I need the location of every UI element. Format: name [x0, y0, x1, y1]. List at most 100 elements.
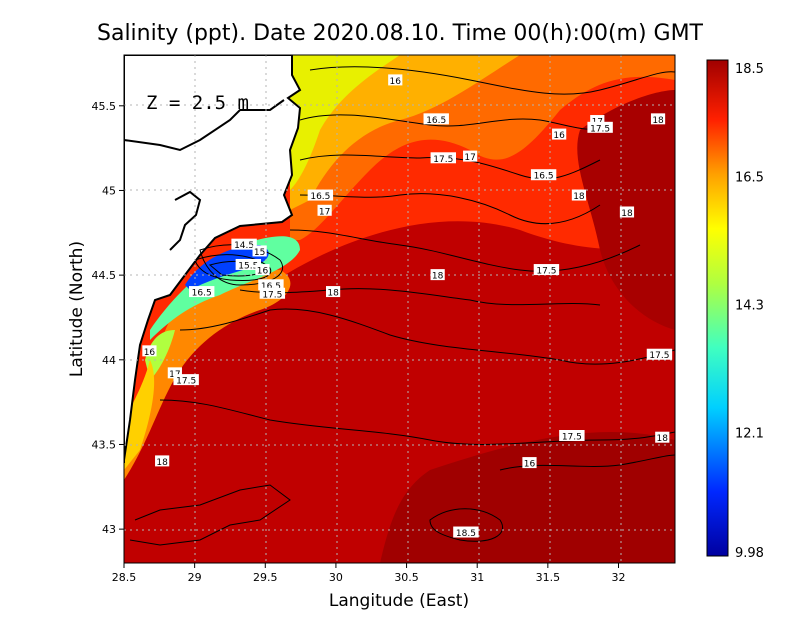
contour-label-box: [655, 431, 670, 443]
x-tick-label: 28.5: [112, 571, 137, 584]
contour-label: 17: [319, 207, 330, 217]
contour-label: 18: [573, 192, 585, 202]
contour-label: 16: [553, 131, 565, 141]
contour-label-box: [167, 367, 182, 379]
map-title: Salinity (ppt). Date 2020.08.10. Time 00…: [97, 21, 704, 46]
x-tick-label: 29: [188, 571, 202, 584]
plume-blue: [185, 245, 269, 290]
contour-label: 17.5: [262, 290, 282, 300]
contour-label-box: [255, 264, 270, 276]
contour-label-box: [258, 279, 284, 291]
contour-label-box: [430, 269, 445, 281]
contour-label: 18: [156, 458, 168, 468]
x-tick-label: 32: [611, 571, 625, 584]
contour-label: 16: [257, 267, 269, 277]
contour-label-box: [307, 189, 334, 201]
colorbar-tick-label: 16.5: [735, 170, 764, 185]
contour-label-box: [590, 115, 605, 127]
contour-label-box: [259, 287, 286, 299]
contour-label-box: [463, 150, 478, 162]
contour-label-box: [619, 206, 635, 218]
y-tick-label: 44: [102, 354, 116, 367]
land-mass: [124, 55, 302, 463]
contour-label-box: [533, 264, 560, 276]
y-axis-ticks: 43 43.5 44 44.5 45 45.5: [92, 100, 124, 536]
contour-label-box: [453, 526, 479, 538]
y-tick-label: 44.5: [92, 269, 117, 282]
contour-label-box: [552, 128, 567, 140]
contour-label: 16: [390, 77, 402, 87]
contour-label: 18: [652, 116, 664, 126]
contour-label: 17.5: [649, 351, 669, 361]
x-axis-ticks: 28.5 29 29.5 30 30.5 31 31.5 32: [112, 563, 625, 584]
lowest-salinity-north: [290, 55, 400, 190]
contour-label-box: [142, 345, 157, 357]
colorbar: [706, 59, 729, 557]
contour-label-box: [252, 245, 267, 257]
contour-label-box: [173, 374, 199, 386]
contour-label: 18: [621, 209, 633, 219]
contour-labels: 1616.5161717.51817.51716.5181816.51714.5…: [142, 74, 673, 539]
x-tick-label: 31.5: [536, 571, 561, 584]
plot-area: 1616.5161717.51817.51716.5181816.51714.5…: [124, 55, 675, 563]
contour-label-box: [646, 348, 673, 360]
y-tick-label: 45: [102, 184, 116, 197]
y-tick-label: 43.5: [92, 438, 117, 451]
plot-frame: [123, 54, 676, 564]
contour-label-box: [235, 258, 262, 270]
contour-label: 18.5: [456, 529, 476, 539]
contour-label-box: [650, 113, 666, 125]
contour-label: 16: [524, 460, 536, 470]
contour-label: 18: [657, 434, 669, 444]
contour-label: 16.5: [426, 116, 446, 126]
x-tick-label: 29.5: [253, 571, 278, 584]
plume-yellow: [124, 360, 155, 470]
colorbar-tick-label: 18.5: [735, 62, 764, 77]
contour-label: 15: [254, 248, 265, 258]
contour-label-box: [430, 152, 456, 164]
contour-label: 17: [464, 153, 475, 163]
contour-label-box: [530, 169, 557, 181]
colorbar-tick-label: 9.98: [735, 546, 764, 561]
colorbar-tick-label: 12.1: [735, 427, 764, 442]
contour-south: [129, 484, 291, 546]
contour-label-box: [325, 286, 341, 298]
y-tick-label: 43: [102, 523, 116, 536]
contour-label: 17.5: [536, 267, 556, 277]
contour-label: 15.5: [238, 261, 258, 271]
contour-label: 17.5: [590, 124, 610, 134]
contour-label-box: [388, 74, 403, 86]
contour-label: 16: [144, 348, 156, 358]
contour-label-box: [587, 121, 613, 133]
colorbar-ticks: 18.5 16.5 14.3 12.1 9.98: [735, 62, 764, 561]
contour-label-box: [522, 457, 537, 469]
lagoon-coast: [169, 190, 202, 251]
contour-label: 16.5: [534, 172, 554, 182]
y-tick-label: 45.5: [92, 100, 117, 113]
contour-label: 14.5: [234, 241, 254, 251]
y-axis-label: Latitude (North): [67, 241, 87, 377]
estuary-coast: [124, 99, 285, 152]
contour-label: 18: [327, 289, 339, 299]
depth-label: Z = 2.5 m: [146, 92, 249, 114]
x-tick-label: 30: [329, 571, 343, 584]
contour-label-box: [317, 204, 332, 216]
contour-label: 16.5: [192, 289, 212, 299]
contour-label-box: [189, 286, 215, 298]
contour-label: 17.5: [176, 377, 196, 387]
contour-label-box: [155, 455, 170, 467]
contour-label: 16.5: [310, 192, 330, 202]
x-axis-label: Langitude (East): [329, 591, 469, 611]
colorbar-tick-label: 14.3: [735, 299, 764, 314]
contour-label-box: [423, 113, 449, 125]
contour-label: 16.5: [261, 282, 281, 292]
contour-label-box: [571, 189, 587, 201]
map-grid: [124, 55, 675, 563]
contour-label: 17.5: [433, 155, 453, 165]
contour-label-box: [231, 238, 257, 250]
x-tick-label: 30.5: [394, 571, 419, 584]
contour-label: 18: [432, 272, 444, 282]
x-tick-label: 31: [470, 571, 484, 584]
contour-label-box: [559, 430, 585, 441]
